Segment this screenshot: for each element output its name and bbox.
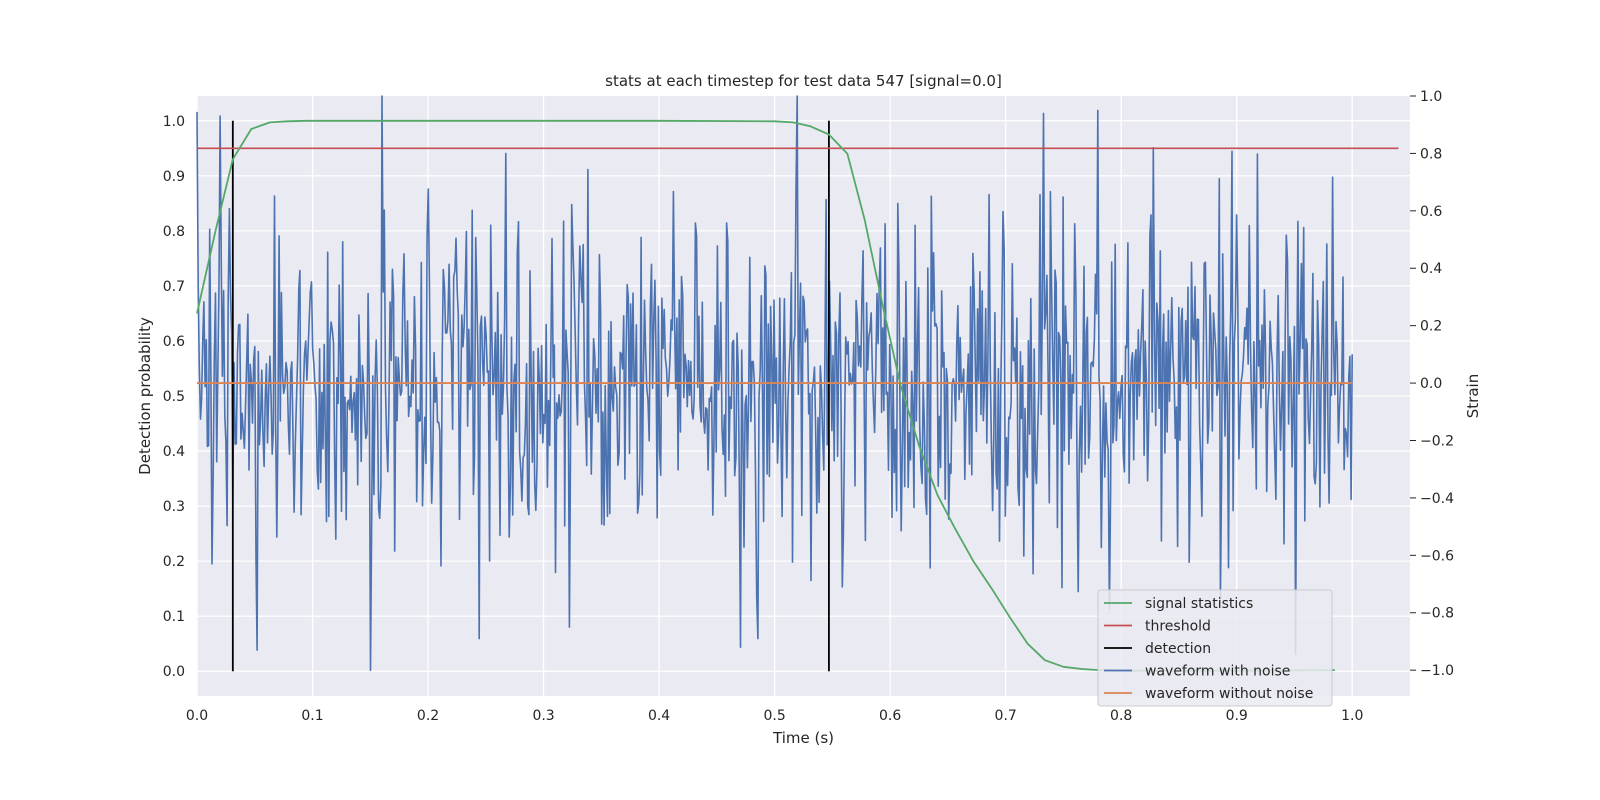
left-y-tick-label: 0.7: [163, 279, 185, 295]
left-y-tick-label: 0.5: [163, 389, 185, 405]
x-tick-label: 0.1: [301, 708, 323, 724]
legend-box: [1097, 589, 1333, 707]
x-tick-label: 0.3: [532, 708, 554, 724]
x-tick-label: 0.4: [648, 708, 670, 724]
legend-label: waveform with noise: [1145, 664, 1290, 680]
signal-statistics-line: [196, 119, 1335, 672]
x-tick-label: 1.0: [1341, 708, 1363, 724]
x-tick-label: 0.2: [417, 708, 439, 724]
left-y-tick-label: 0.3: [163, 499, 185, 515]
chart-title: stats at each timestep for test data 547…: [605, 72, 1002, 90]
legend-label: detection: [1145, 641, 1211, 657]
right-y-tick-label: 1.0: [1420, 89, 1442, 105]
left-y-tick-label: 0.0: [163, 664, 185, 680]
right-y-tick-label: 0.8: [1420, 146, 1442, 162]
x-tick-label: 0.5: [763, 708, 785, 724]
right-y-axis-ticks: −1.0 −0.8 −0.6 −0.4 −0.2 0.0 0.2 0.4 0.6 0.8 1.0: [1410, 89, 1454, 679]
legend-label: threshold: [1145, 619, 1211, 635]
right-y-tick-label: −0.8: [1420, 606, 1454, 622]
left-y-axis-label: Detection probability: [136, 317, 154, 475]
x-tick-label: 0.7: [995, 708, 1017, 724]
x-tick-label: 0.9: [1226, 708, 1248, 724]
x-tick-label: 0.0: [186, 708, 208, 724]
right-y-tick-label: −0.6: [1420, 548, 1454, 564]
left-y-tick-label: 1.0: [163, 114, 185, 130]
right-y-tick-label: 0.2: [1420, 319, 1442, 335]
legend-label: signal statistics: [1145, 596, 1253, 612]
x-axis-ticks: 0.0 0.1 0.2 0.3 0.4 0.5 0.6 0.7 0.8 0.9 1.0: [186, 708, 1364, 724]
right-y-axis-label: Strain: [1464, 374, 1482, 418]
left-y-tick-label: 0.9: [163, 169, 185, 185]
waveform-with-noise-line: [196, 95, 1353, 671]
left-y-tick-label: 0.6: [163, 334, 185, 350]
left-y-tick-label: 0.4: [163, 444, 185, 460]
series-layer: [196, 95, 1399, 672]
left-y-axis-ticks: 0.0 0.1 0.2 0.3 0.4 0.5 0.6 0.7 0.8 0.9 1.0: [163, 114, 185, 680]
legend: signal statistics threshold detection wavef…: [1097, 589, 1333, 707]
left-y-tick-label: 0.8: [163, 224, 185, 240]
x-axis-label: Time (s): [772, 729, 834, 747]
legend-label: waveform without noise: [1145, 686, 1313, 702]
right-y-tick-label: 0.0: [1420, 376, 1442, 392]
left-y-tick-label: 0.2: [163, 554, 185, 570]
right-y-tick-label: 0.4: [1420, 261, 1442, 277]
left-y-tick-label: 0.1: [163, 609, 185, 625]
right-y-tick-label: −0.2: [1420, 433, 1454, 449]
right-y-tick-label: −0.4: [1420, 491, 1454, 507]
x-tick-label: 0.8: [1110, 708, 1132, 724]
x-tick-label: 0.6: [879, 708, 901, 724]
right-y-tick-label: 0.6: [1420, 204, 1442, 220]
right-y-tick-label: −1.0: [1420, 663, 1454, 679]
